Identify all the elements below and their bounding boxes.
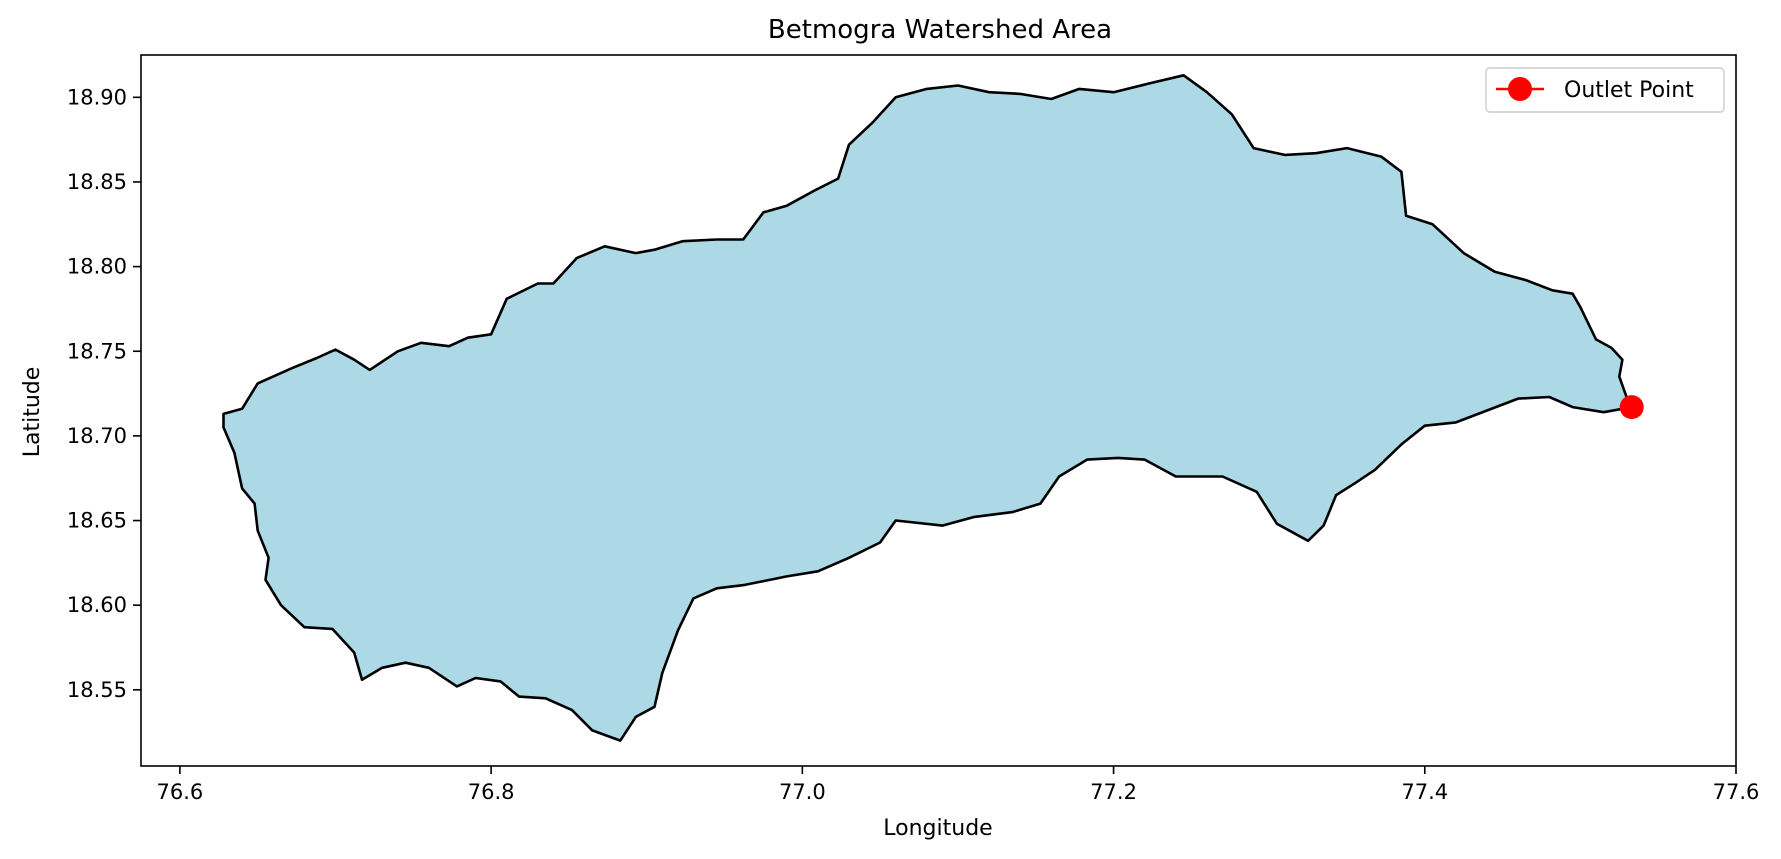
plot-area (222, 74, 1644, 742)
x-tick-label: 77.4 (1401, 780, 1448, 804)
x-tick-label: 76.8 (468, 780, 515, 804)
x-tick-label: 76.6 (157, 780, 204, 804)
x-tick-label: 77.6 (1713, 780, 1760, 804)
x-tick-label: 77.2 (1090, 780, 1137, 804)
chart-title: Betmogra Watershed Area (768, 15, 1112, 45)
y-tick-label: 18.80 (67, 255, 127, 279)
legend: Outlet Point (1485, 67, 1725, 113)
y-tick-label: 18.85 (67, 170, 127, 194)
y-tick-label: 18.65 (67, 509, 127, 533)
y-axis-title: Latitude (20, 367, 45, 458)
y-tick-label: 18.60 (67, 593, 127, 617)
y-tick-label: 18.55 (67, 678, 127, 702)
x-axis-title: Longitude (883, 816, 992, 841)
legend-marker-icon (1508, 77, 1532, 101)
y-tick-label: 18.70 (67, 424, 127, 448)
x-tick-label: 77.0 (779, 780, 826, 804)
y-tick-label: 18.75 (67, 339, 127, 363)
legend-label: Outlet Point (1564, 78, 1694, 103)
outlet-point-marker (1619, 395, 1644, 420)
x-axis: 76.6 76.8 77.0 77.2 77.4 77.6 (157, 766, 1760, 804)
watershed-polygon (222, 74, 1633, 742)
legend-box (1485, 67, 1725, 113)
plot-frame (140, 54, 1737, 767)
y-tick-label: 18.90 (67, 85, 127, 109)
y-axis: 18.55 18.60 18.65 18.70 18.75 18.80 18.85 18.90 (67, 85, 141, 702)
